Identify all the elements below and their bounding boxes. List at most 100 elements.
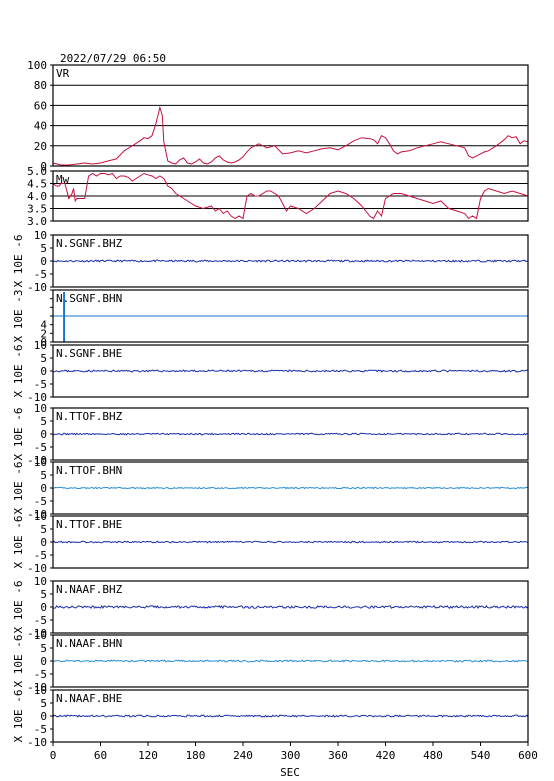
x-tick-label: 300 (281, 749, 301, 762)
y-tick-label: 0 (40, 255, 47, 268)
panel-label: VR (56, 67, 70, 80)
y-tick-label: 5 (40, 523, 47, 536)
panel-label: Mw (56, 173, 70, 186)
y-tick-label: -5 (34, 549, 47, 562)
panel-label: N.SGNF.BHZ (56, 237, 123, 250)
unit-label: X 10E -6 (12, 235, 25, 288)
y-tick-label: -5 (34, 614, 47, 627)
unit-label: X 10E -6 (12, 408, 25, 461)
unit-label: X 10E -6 (12, 635, 25, 688)
y-tick-label: 0 (40, 601, 47, 614)
y-tick-label: -10 (27, 508, 47, 521)
y-tick-label: 10 (34, 629, 47, 642)
y-tick-label: -10 (27, 736, 47, 749)
panel-frame (52, 634, 529, 688)
y-tick-label: 0 (40, 536, 47, 549)
unit-label: X 10E -6 (12, 516, 25, 569)
panel-frame (52, 234, 529, 288)
panel-frame (52, 515, 529, 569)
x-tick-label: 180 (186, 749, 206, 762)
x-tick-label: 540 (471, 749, 491, 762)
x-tick-label: 420 (376, 749, 396, 762)
y-tick-label: 40 (34, 120, 47, 133)
series-line (53, 369, 529, 373)
series-line (52, 172, 529, 220)
panel-label: N.NAAF.BHZ (56, 583, 123, 596)
panel-frame (52, 289, 529, 343)
panel-frame (52, 170, 529, 222)
y-tick-label: -10 (27, 562, 47, 575)
panels-group: 100806040200VR5.04.54.03.53.0Mw1050-5-10… (12, 59, 529, 749)
y-tick-label: 0 (40, 482, 47, 495)
unit-label: X 10E -3 (12, 290, 25, 343)
y-tick-label: 10 (34, 510, 47, 523)
panel-label: N.SGNF.BHE (56, 347, 122, 360)
y-tick-label: 5 (40, 415, 47, 428)
series-line (52, 714, 529, 718)
series-line (52, 259, 529, 263)
panel-label: N.SGNF.BHN (56, 292, 122, 305)
unit-label: X 10E -6 (12, 581, 25, 634)
x-tick-label: 600 (518, 749, 538, 762)
panel-vr: 100 80 60 40 20 0 VR (27, 59, 529, 173)
series-line (52, 605, 529, 610)
y-tick-label: -5 (34, 668, 47, 681)
y-tick-label: 4 (40, 319, 47, 332)
y-tick-label: 4.5 (27, 178, 47, 191)
x-tick-label: 120 (138, 749, 158, 762)
y-tick-label: 0 (40, 428, 47, 441)
panel-frame (52, 64, 529, 167)
y-tick-label: -10 (27, 281, 47, 294)
unit-label: X 10E -6 (12, 690, 25, 743)
x-tick-label: 360 (328, 749, 348, 762)
y-tick-label: 10 (34, 684, 47, 697)
series-line (52, 659, 529, 663)
y-tick-label: 80 (34, 79, 47, 92)
y-tick-label: 5 (40, 588, 47, 601)
y-tick-label: 100 (27, 59, 47, 72)
y-tick-label: 3.0 (27, 215, 47, 228)
panel-label: N.NAAF.BHN (56, 637, 122, 650)
y-tick-label: -10 (27, 454, 47, 467)
panel-label: N.TTOF.BHZ (56, 410, 123, 423)
y-tick-label: 5 (40, 469, 47, 482)
y-tick-label: -5 (34, 495, 47, 508)
panel-label: N.TTOF.BHN (56, 464, 122, 477)
series-line (52, 105, 529, 166)
panel-frame (52, 407, 529, 461)
y-tick-label: 10 (34, 229, 47, 242)
unit-label: X 10E -6 (12, 462, 25, 515)
y-tick-label: -5 (34, 268, 47, 281)
series-line (52, 540, 528, 544)
unit-label: X 10E -6 (12, 345, 25, 398)
panel-n-naaf-bhz: 10 50-5-10 N.NAAF.BHZ X 10E -6 (12, 575, 529, 640)
timestamp-label: 2022/07/29 06:50 (60, 52, 166, 65)
x-axis: 0 60 120 180 240 300 360 420 480 540 600 (50, 742, 538, 762)
x-tick-label: 480 (423, 749, 443, 762)
y-tick-label: 0 (40, 336, 47, 349)
series-line (52, 486, 529, 490)
y-tick-label: 0 (40, 710, 47, 723)
panel-frame (52, 344, 529, 398)
y-tick-label: 4.0 (27, 190, 47, 203)
x-tick-label: 240 (233, 749, 253, 762)
y-tick-label: 5 (40, 242, 47, 255)
x-axis-label: SEC (280, 766, 300, 779)
y-tick-label: 5 (40, 642, 47, 655)
y-tick-label: 60 (34, 99, 47, 112)
y-tick-label: 2 (40, 327, 47, 340)
panel-label: N.TTOF.BHE (56, 518, 122, 531)
y-tick-label: -5 (34, 378, 47, 391)
y-tick-label: -10 (27, 391, 47, 404)
series-line (52, 432, 529, 436)
y-tick-label: 5 (40, 352, 47, 365)
y-tick-label: -10 (27, 627, 47, 640)
panel-label: N.NAAF.BHE (56, 692, 122, 705)
y-tick-label: 10 (34, 456, 47, 469)
